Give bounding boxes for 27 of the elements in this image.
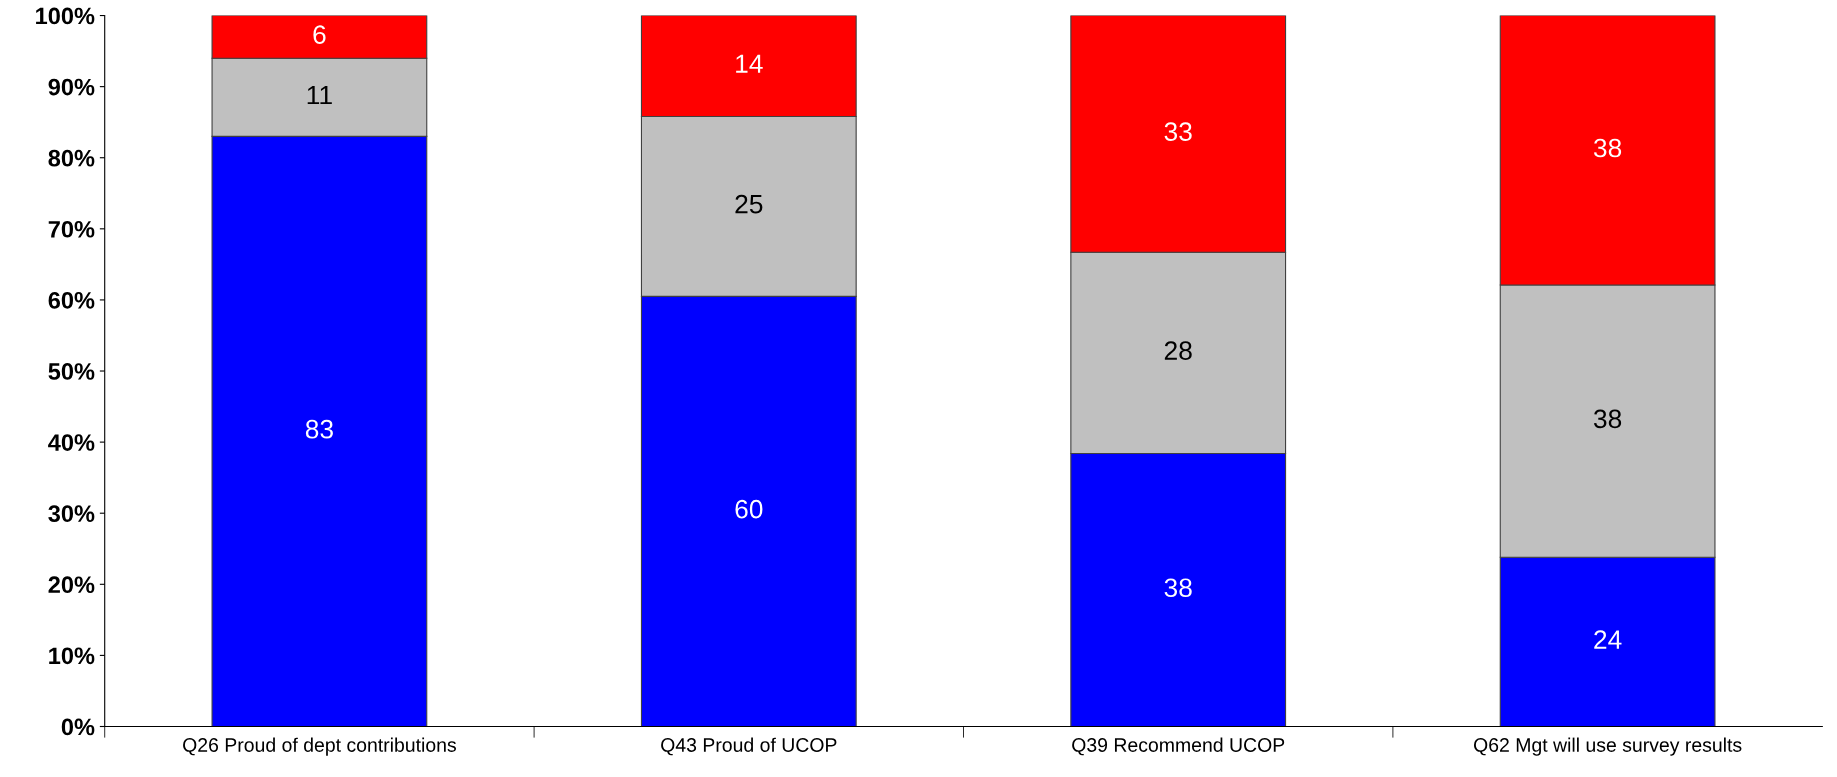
data-label: 83 [305, 419, 333, 439]
y-tick-label: 20% [48, 576, 95, 594]
y-tick-label: 100% [36, 7, 95, 25]
x-tick-label: Q62 Mgt will use survey results [1474, 737, 1742, 756]
y-tick-label: 70% [48, 220, 95, 238]
data-label: 11 [307, 85, 332, 105]
y-tick-label: 40% [48, 434, 95, 451]
x-tick-label: Q39 Recommend UCOP [1072, 737, 1285, 756]
data-label: 6 [313, 25, 326, 44]
x-tick-label: Q26 Proud of dept contributions [183, 737, 456, 756]
data-label: 38 [1164, 578, 1192, 598]
x-tick-label: Q43 Proud of UCOP [661, 737, 837, 756]
data-label: 38 [1593, 409, 1622, 429]
y-tick-label: 60% [48, 291, 95, 309]
y-tick-label: 80% [48, 149, 95, 167]
y-tick-label: 50% [48, 363, 95, 380]
data-label: 38 [1593, 138, 1622, 158]
data-label: 60 [735, 499, 763, 519]
y-tick-label: 10% [49, 647, 95, 665]
y-tick-label: 30% [48, 505, 95, 523]
y-tick-label: 90% [48, 78, 95, 96]
data-label: 14 [736, 54, 763, 73]
y-tick-label: 0% [61, 718, 95, 736]
data-label: 24 [1594, 630, 1622, 649]
data-label: 33 [1164, 122, 1192, 141]
data-label: 28 [1164, 341, 1192, 360]
data-label: 25 [735, 194, 763, 214]
